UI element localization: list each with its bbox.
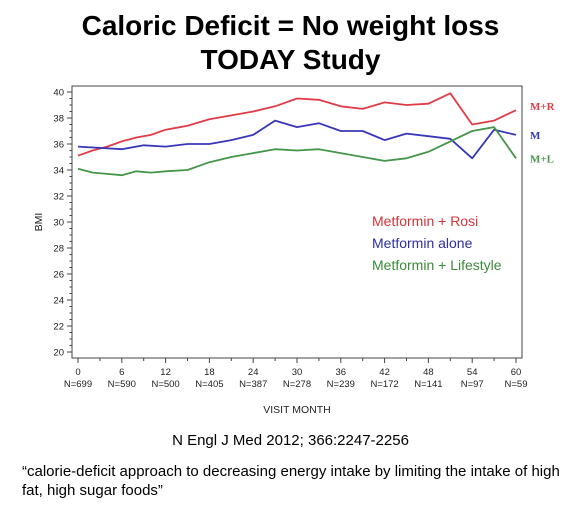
x-tick-label: 12 [160,367,171,378]
slide-title-line1: Caloric Deficit = No weight loss [81,10,500,41]
x-tick-sample-size: N=141 [414,379,442,390]
quote-text: “calorie-deficit approach to decreasing … [22,463,560,499]
y-tick-label: 32 [53,192,64,203]
y-tick-label: 26 [53,270,64,281]
legend-entry: Metformin alone [372,235,473,251]
x-tick-sample-size: N=590 [108,379,136,390]
y-tick-label: 30 [53,218,64,229]
y-tick-label: 24 [53,296,64,307]
x-tick-label: 36 [336,367,347,378]
y-tick-label: 22 [53,322,64,333]
x-tick-label: 48 [423,367,434,378]
x-tick-sample-size: N=387 [239,379,267,390]
x-tick-label: 54 [467,367,478,378]
series-line [77,119,517,160]
x-axis-title: VISIT MONTH [263,404,330,416]
x-tick-sample-size: N=239 [327,379,355,390]
citation: N Engl J Med 2012; 366:2247-2256 [172,432,409,449]
x-tick-label: 18 [204,367,215,378]
x-tick-label: 6 [119,367,124,378]
x-tick-sample-size: N=278 [283,379,311,390]
x-tick-sample-size: N=500 [151,379,179,390]
series-line [77,126,517,177]
y-tick-label: 34 [53,166,64,177]
y-axis-title: BMI [33,213,45,232]
legend-entry: Metformin + Lifestyle [372,257,502,273]
x-tick-sample-size: N=97 [461,379,484,390]
series-end-label: M+L [530,153,554,165]
legend-entry: Metformin + Rosi [372,213,478,229]
bmi-line-chart: 20 22 24 26 28 30 32 34 36 38 40 0N=699 6N=590 12N=50… [33,85,556,416]
x-tick-sample-size: N=172 [370,379,398,390]
x-tick-sample-size: N=59 [505,379,528,390]
x-tick-label: 60 [511,367,522,378]
x-tick-sample-size: N=699 [64,379,92,390]
series-end-label: M+R [530,101,556,113]
y-tick-label: 20 [53,348,64,359]
slide-title-line2: TODAY Study [200,44,381,75]
x-tick-label: 30 [292,367,303,378]
x-tick-label: 0 [75,367,80,378]
series-end-label: M [530,130,541,142]
x-tick-label: 42 [379,367,390,378]
y-tick-label: 40 [53,88,64,99]
x-tick-sample-size: N=405 [195,379,223,390]
y-tick-label: 28 [53,244,64,255]
y-tick-label: 36 [53,140,64,151]
x-tick-label: 24 [248,367,259,378]
series-line [77,92,517,157]
y-tick-label: 38 [53,114,64,125]
